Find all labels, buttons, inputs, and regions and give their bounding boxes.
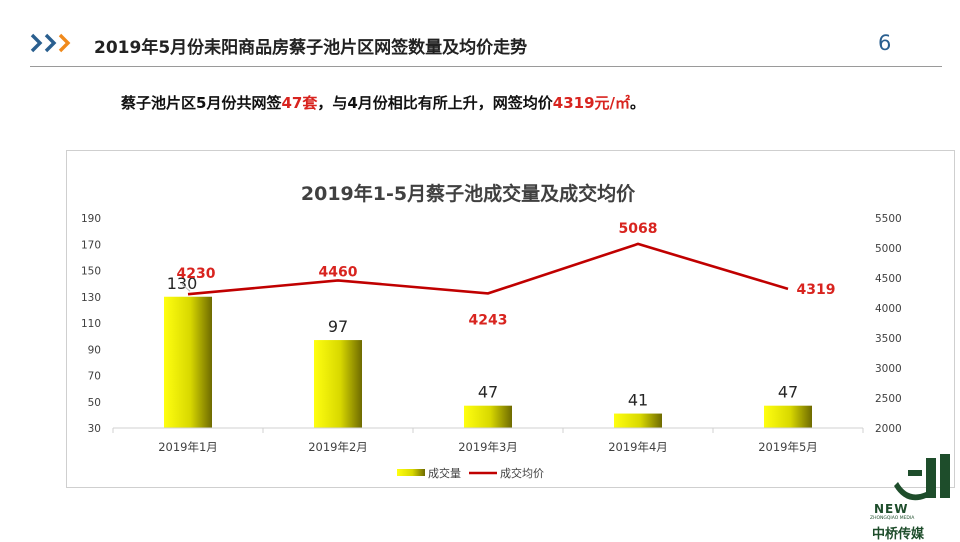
x-tick-label: 2019年2月	[308, 440, 368, 454]
y-right-tick-label: 5500	[875, 213, 902, 225]
zhongqiao-logo-icon: NEW ZHONGQIAO MEDIA 中桥传媒	[868, 452, 960, 542]
chart-frame: 2019年1-5月蔡子池成交量及成交均价 30 50 70 90 110 130 150 17…	[66, 150, 955, 488]
x-axis: 2019年1月 2019年2月 2019年3月 2019年4月 2019年5月	[112, 427, 864, 454]
y-right-tick-label: 5000	[875, 243, 902, 255]
line-series: 4230 4460 4243 5068 4319	[177, 221, 836, 328]
logo-text-cn: 中桥传媒	[872, 527, 925, 542]
legend-bar-label: 成交量	[428, 466, 461, 480]
y-left-tick-label: 150	[81, 266, 101, 278]
combo-chart: 2019年1-5月蔡子池成交量及成交均价 30 50 70 90 110 130 150 17…	[81, 182, 902, 480]
bar	[164, 296, 212, 428]
summary-part1: 蔡子池片区5月份共网签	[121, 94, 282, 112]
page-title: 2019年5月份耒阳商品房蔡子池片区网签数量及均价走势	[94, 38, 528, 58]
summary-price: 4319元/㎡	[552, 94, 631, 112]
line-path	[187, 242, 789, 296]
y-left-tick-label: 190	[81, 213, 101, 225]
summary-part3: 。	[630, 94, 646, 112]
summary-count: 47套	[281, 94, 318, 112]
bar	[614, 413, 662, 428]
y-right-tick-label: 2000	[875, 423, 902, 435]
bar	[314, 340, 362, 428]
label-leader-line	[181, 283, 191, 292]
x-tick-label: 2019年4月	[608, 440, 668, 454]
line-value-label: 4243	[469, 312, 508, 328]
summary-text: 蔡子池片区5月份共网签47套，与4月份相比有所上升，网签均价4319元/㎡。	[121, 92, 645, 113]
y-left-tick-label: 130	[81, 292, 101, 304]
y-right-tick-label: 4000	[875, 303, 902, 315]
line-value-label: 5068	[619, 221, 658, 237]
header-divider	[30, 66, 942, 67]
x-tick-label: 2019年1月	[158, 440, 218, 454]
y-left-tick-label: 50	[88, 397, 101, 409]
chart-title: 2019年1-5月蔡子池成交量及成交均价	[301, 182, 636, 205]
left-axis: 30 50 70 90 110 130 150 170 190	[81, 213, 101, 435]
page-number: 6	[878, 31, 892, 55]
y-left-tick-label: 30	[88, 423, 101, 435]
legend-line-label: 成交均价	[500, 466, 544, 480]
y-left-tick-label: 70	[88, 371, 101, 383]
line-value-label: 4319	[797, 282, 836, 298]
y-left-tick-label: 110	[81, 318, 101, 330]
summary-part2: ，与4月份相比有所上升，网签均价	[317, 94, 553, 112]
bar	[764, 405, 812, 428]
bar-series: 130 97 47 41 47	[164, 274, 812, 428]
triple-chevron-icon	[30, 33, 71, 53]
line-value-label: 4460	[319, 264, 358, 280]
y-left-tick-label: 90	[88, 344, 101, 356]
logo-text-new: NEW	[874, 502, 909, 516]
header: 2019年5月份耒阳商品房蔡子池片区网签数量及均价走势 6	[0, 0, 960, 70]
bar-value-label: 97	[328, 317, 348, 336]
bar-value-label: 130	[167, 274, 198, 293]
bar-value-label: 47	[478, 383, 498, 402]
y-left-tick-label: 170	[81, 239, 101, 251]
bar-value-label: 47	[778, 383, 798, 402]
legend-bar-swatch	[397, 469, 425, 476]
bar	[464, 405, 512, 428]
line-value-label: 4230	[177, 266, 216, 282]
logo-text-sub: ZHONGQIAO MEDIA	[870, 516, 915, 521]
x-tick-label: 2019年5月	[758, 440, 818, 454]
x-tick-label: 2019年3月	[458, 440, 518, 454]
y-right-tick-label: 3500	[875, 333, 902, 345]
bar-value-label: 41	[628, 391, 648, 410]
y-right-tick-label: 2500	[875, 393, 902, 405]
y-right-tick-label: 3000	[875, 363, 902, 375]
legend: 成交量 成交均价	[397, 466, 544, 480]
y-right-tick-label: 4500	[875, 273, 902, 285]
right-axis: 2000 2500 3000 3500 4000 4500 5000 5500	[875, 213, 902, 435]
